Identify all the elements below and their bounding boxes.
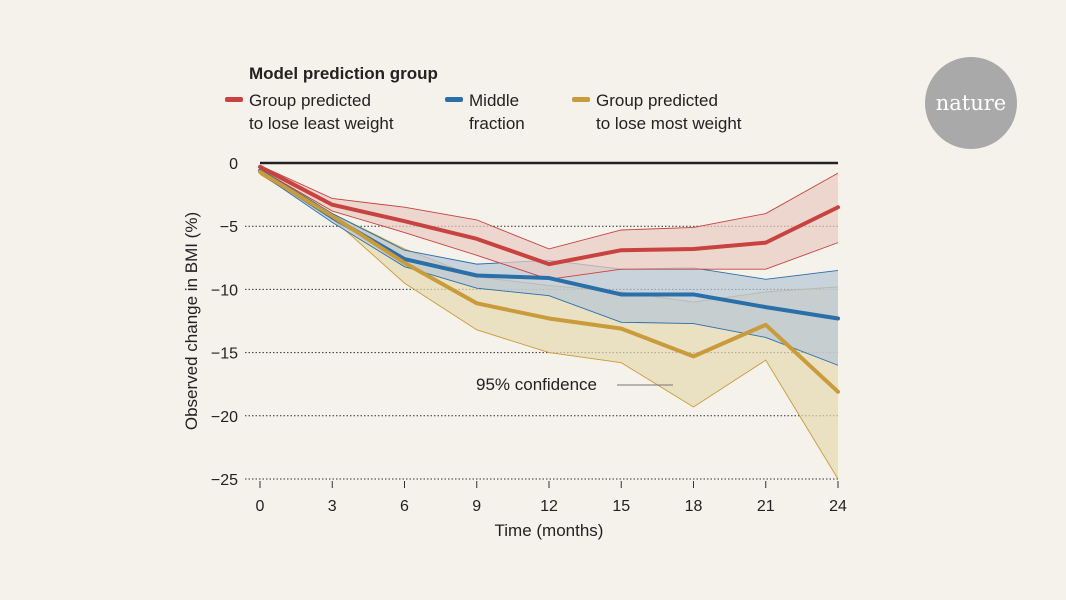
y-tick-label: −5 (220, 219, 238, 236)
y-tick-label: 0 (229, 156, 238, 173)
confidence-band (260, 168, 838, 479)
x-tick-label: 12 (540, 498, 558, 515)
legend-swatch (445, 97, 463, 102)
legend-label: Middle (469, 91, 520, 110)
legend-label: to lose least weight (249, 114, 394, 133)
confidence-lower (259, 173, 839, 480)
confidence-upper (259, 165, 839, 250)
legend-item-middle: Middle fraction (445, 89, 525, 135)
x-tick-label: 0 (256, 498, 265, 515)
legend-label: fraction (469, 114, 525, 133)
x-tick-label: 24 (829, 498, 847, 515)
x-tick-label: 9 (472, 498, 481, 515)
legend-item-most: Group predicted to lose most weight (572, 89, 742, 135)
legend-item-least: Group predicted to lose least weight (225, 89, 394, 135)
y-tick-label: −25 (211, 472, 238, 489)
legend-swatch (225, 97, 243, 102)
x-tick-label: 15 (612, 498, 630, 515)
x-tick-label: 21 (757, 498, 775, 515)
legend-label: Group predicted (249, 91, 371, 110)
y-axis-label: Observed change in BMI (%) (182, 212, 201, 430)
legend-label: to lose most weight (596, 114, 742, 133)
x-tick-label: 18 (685, 498, 703, 515)
x-tick-label: 6 (400, 498, 409, 515)
y-tick-label: −20 (211, 409, 238, 426)
x-tick-label: 3 (328, 498, 337, 515)
legend-title: Model prediction group (249, 64, 438, 83)
nature-logo: nature (925, 57, 1017, 149)
y-tick-label: −10 (211, 282, 238, 299)
y-tick-label: −15 (211, 346, 238, 363)
annotation-label: 95% confidence (476, 375, 597, 394)
legend-swatch (572, 97, 590, 102)
x-axis-label: Time (months) (495, 521, 604, 540)
confidence-lower (259, 172, 839, 366)
legend-label: Group predicted (596, 91, 718, 110)
